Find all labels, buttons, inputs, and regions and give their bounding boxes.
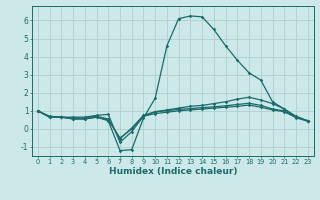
X-axis label: Humidex (Indice chaleur): Humidex (Indice chaleur) (108, 167, 237, 176)
